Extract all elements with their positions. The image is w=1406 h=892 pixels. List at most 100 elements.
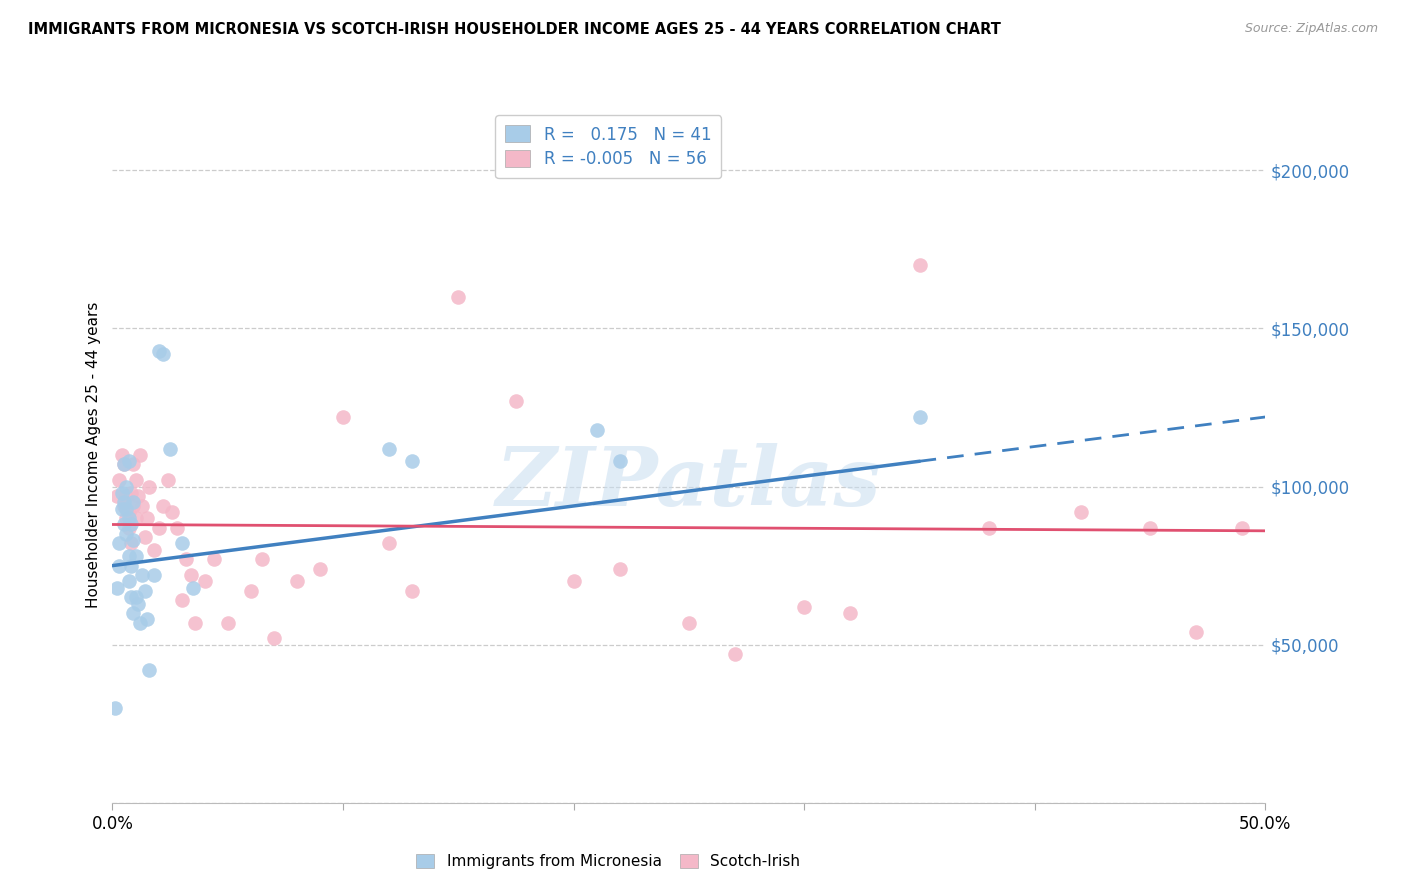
Point bbox=[181, 581, 204, 595]
Point bbox=[138, 663, 160, 677]
Point bbox=[124, 549, 146, 563]
Point bbox=[112, 458, 135, 472]
Point bbox=[127, 597, 149, 611]
Point bbox=[105, 581, 128, 595]
Point bbox=[124, 473, 146, 487]
Point bbox=[378, 442, 401, 456]
Point bbox=[122, 458, 145, 472]
Point bbox=[1070, 505, 1092, 519]
Point bbox=[1185, 625, 1208, 640]
Point bbox=[105, 489, 128, 503]
Point bbox=[111, 486, 134, 500]
Point bbox=[117, 511, 139, 525]
Point bbox=[111, 501, 134, 516]
Point bbox=[117, 505, 139, 519]
Point bbox=[111, 448, 134, 462]
Point bbox=[124, 591, 146, 605]
Point bbox=[447, 290, 470, 304]
Point bbox=[115, 479, 138, 493]
Point bbox=[124, 511, 146, 525]
Point bbox=[117, 549, 139, 563]
Point bbox=[174, 552, 197, 566]
Point bbox=[129, 615, 152, 630]
Point bbox=[180, 568, 202, 582]
Point bbox=[120, 558, 142, 573]
Point bbox=[120, 486, 142, 500]
Y-axis label: Householder Income Ages 25 - 44 years: Householder Income Ages 25 - 44 years bbox=[86, 301, 101, 608]
Point bbox=[138, 479, 160, 493]
Point bbox=[112, 517, 135, 532]
Point bbox=[908, 409, 931, 424]
Point bbox=[170, 593, 193, 607]
Point bbox=[309, 562, 332, 576]
Point bbox=[131, 499, 153, 513]
Point bbox=[401, 583, 423, 598]
Text: ZIPatlas: ZIPatlas bbox=[496, 442, 882, 523]
Point bbox=[152, 499, 174, 513]
Point bbox=[609, 562, 631, 576]
Point bbox=[117, 521, 139, 535]
Point bbox=[152, 347, 174, 361]
Point bbox=[239, 583, 262, 598]
Point bbox=[159, 442, 181, 456]
Point bbox=[129, 448, 152, 462]
Point bbox=[166, 521, 188, 535]
Point bbox=[1139, 521, 1161, 535]
Point bbox=[108, 558, 131, 573]
Point bbox=[115, 489, 138, 503]
Point bbox=[1232, 521, 1254, 535]
Point bbox=[117, 574, 139, 589]
Point bbox=[115, 501, 138, 516]
Point bbox=[136, 511, 159, 525]
Point bbox=[156, 473, 179, 487]
Point bbox=[194, 574, 217, 589]
Point bbox=[585, 423, 607, 437]
Point bbox=[120, 517, 142, 532]
Point bbox=[378, 536, 401, 550]
Point bbox=[112, 495, 135, 509]
Text: IMMIGRANTS FROM MICRONESIA VS SCOTCH-IRISH HOUSEHOLDER INCOME AGES 25 - 44 YEARS: IMMIGRANTS FROM MICRONESIA VS SCOTCH-IRI… bbox=[28, 22, 1001, 37]
Point bbox=[143, 568, 166, 582]
Point bbox=[505, 394, 527, 409]
Point bbox=[839, 606, 862, 620]
Point bbox=[131, 568, 153, 582]
Point bbox=[115, 527, 138, 541]
Point bbox=[117, 454, 139, 468]
Point bbox=[143, 542, 166, 557]
Point bbox=[285, 574, 308, 589]
Point bbox=[122, 606, 145, 620]
Point bbox=[115, 511, 138, 525]
Point bbox=[977, 521, 1000, 535]
Point bbox=[122, 495, 145, 509]
Point bbox=[104, 701, 127, 715]
Point bbox=[134, 583, 156, 598]
Point bbox=[332, 409, 354, 424]
Point bbox=[136, 612, 159, 626]
Point bbox=[724, 647, 747, 661]
Point bbox=[134, 530, 156, 544]
Point bbox=[170, 536, 193, 550]
Point bbox=[127, 489, 149, 503]
Point bbox=[678, 615, 700, 630]
Point bbox=[120, 591, 142, 605]
Point bbox=[401, 454, 423, 468]
Point bbox=[108, 536, 131, 550]
Point bbox=[184, 615, 207, 630]
Point bbox=[562, 574, 585, 589]
Point bbox=[108, 473, 131, 487]
Point bbox=[122, 533, 145, 548]
Point bbox=[162, 505, 184, 519]
Point bbox=[148, 343, 170, 358]
Text: Source: ZipAtlas.com: Source: ZipAtlas.com bbox=[1244, 22, 1378, 36]
Point bbox=[122, 499, 145, 513]
Point bbox=[609, 454, 631, 468]
Point bbox=[148, 521, 170, 535]
Legend: Immigrants from Micronesia, Scotch-Irish: Immigrants from Micronesia, Scotch-Irish bbox=[411, 848, 807, 875]
Point bbox=[112, 499, 135, 513]
Point bbox=[263, 632, 285, 646]
Point bbox=[908, 258, 931, 272]
Point bbox=[202, 552, 225, 566]
Point bbox=[120, 536, 142, 550]
Point bbox=[112, 458, 135, 472]
Point bbox=[793, 599, 815, 614]
